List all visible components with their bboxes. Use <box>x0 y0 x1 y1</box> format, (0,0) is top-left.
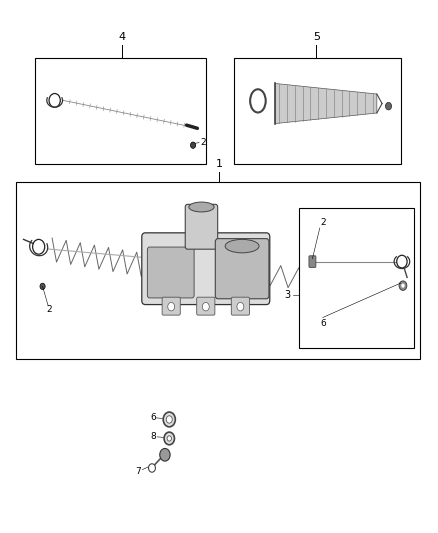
FancyBboxPatch shape <box>197 297 215 315</box>
FancyBboxPatch shape <box>185 204 218 249</box>
Polygon shape <box>261 263 389 300</box>
Circle shape <box>385 102 392 110</box>
Circle shape <box>399 281 407 290</box>
Text: 6: 6 <box>150 413 156 422</box>
Text: 4: 4 <box>118 33 125 42</box>
Bar <box>35 58 206 164</box>
Circle shape <box>164 432 174 445</box>
FancyBboxPatch shape <box>162 297 180 315</box>
Ellipse shape <box>250 90 266 112</box>
Circle shape <box>32 239 45 254</box>
Bar <box>299 208 413 348</box>
Text: 6: 6 <box>320 319 326 328</box>
Circle shape <box>167 436 171 441</box>
Polygon shape <box>49 238 151 278</box>
Bar <box>16 182 420 359</box>
Ellipse shape <box>225 239 259 253</box>
Circle shape <box>163 412 175 427</box>
Text: 2: 2 <box>47 305 52 314</box>
Circle shape <box>49 93 60 107</box>
Text: 7: 7 <box>135 467 141 475</box>
FancyBboxPatch shape <box>148 247 194 298</box>
Polygon shape <box>275 84 377 124</box>
Circle shape <box>160 448 170 461</box>
Text: 5: 5 <box>313 33 320 42</box>
Circle shape <box>191 142 196 148</box>
Ellipse shape <box>189 202 214 212</box>
Circle shape <box>40 283 45 289</box>
Text: 2: 2 <box>320 218 325 227</box>
FancyBboxPatch shape <box>215 239 269 299</box>
Bar <box>234 58 401 164</box>
FancyBboxPatch shape <box>231 297 250 315</box>
Circle shape <box>148 464 155 472</box>
FancyBboxPatch shape <box>142 233 270 304</box>
Circle shape <box>168 302 175 311</box>
Circle shape <box>401 284 405 288</box>
Ellipse shape <box>253 94 263 108</box>
Text: 3: 3 <box>284 290 290 300</box>
Text: 2: 2 <box>201 138 206 147</box>
Circle shape <box>237 302 244 311</box>
FancyBboxPatch shape <box>309 256 316 268</box>
Circle shape <box>166 416 172 423</box>
Text: 8: 8 <box>150 432 156 441</box>
Circle shape <box>202 302 209 311</box>
Text: 1: 1 <box>215 159 223 169</box>
Circle shape <box>397 255 407 268</box>
